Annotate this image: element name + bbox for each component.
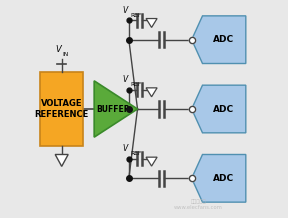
Text: V: V [122, 75, 128, 84]
Polygon shape [192, 155, 246, 202]
Text: 电子发烧友
www.elecfans.com: 电子发烧友 www.elecfans.com [174, 199, 223, 210]
Polygon shape [146, 157, 157, 166]
Text: V: V [55, 45, 60, 54]
Text: V: V [122, 6, 128, 15]
Text: BUFFER: BUFFER [96, 104, 129, 114]
Polygon shape [146, 19, 157, 27]
Polygon shape [146, 88, 157, 97]
Text: V: V [122, 144, 128, 153]
Polygon shape [192, 85, 246, 133]
Text: REF: REF [130, 82, 141, 87]
Polygon shape [94, 81, 137, 137]
Text: VOLTAGE
REFERENCE: VOLTAGE REFERENCE [35, 99, 89, 119]
Text: ADC: ADC [213, 104, 234, 114]
Polygon shape [192, 16, 246, 63]
Text: IN: IN [63, 52, 69, 57]
Polygon shape [55, 155, 68, 166]
FancyBboxPatch shape [40, 72, 83, 146]
Text: REF: REF [130, 13, 141, 18]
Text: ADC: ADC [213, 35, 234, 44]
Text: REF: REF [130, 151, 141, 156]
Text: ADC: ADC [213, 174, 234, 183]
